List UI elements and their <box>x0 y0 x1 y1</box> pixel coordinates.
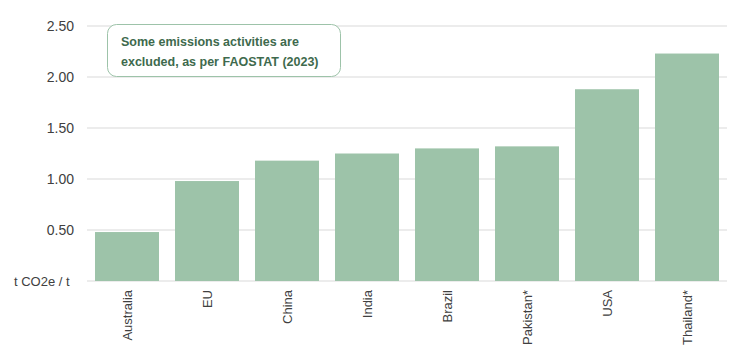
y-axis-line <box>87 26 88 281</box>
chart-svg: 0.50 1.00 1.50 2.00 2.50 Australia EU China Indi… <box>0 0 748 358</box>
bar <box>95 232 159 281</box>
x-tick-label: India <box>360 289 375 318</box>
annotation-text: Some emissions activities are <box>121 35 299 49</box>
bar <box>655 54 719 281</box>
bar <box>495 146 559 281</box>
x-tick-label: EU <box>200 290 215 308</box>
y-tick-label: 1.50 <box>47 120 74 136</box>
y-tick-label: 2.00 <box>47 69 74 85</box>
bar <box>255 161 319 281</box>
bar <box>415 148 479 281</box>
y-tick-label: 1.00 <box>47 171 74 187</box>
x-tick-label: Thailand* <box>680 290 695 345</box>
y-tick-label: 0.50 <box>47 222 74 238</box>
chart-container: 0.50 1.00 1.50 2.00 2.50 Australia EU China Indi… <box>0 0 748 358</box>
bar <box>335 154 399 282</box>
bar <box>175 181 239 281</box>
y-axis-label: t CO2e / t <box>14 274 70 289</box>
bar <box>575 89 639 281</box>
x-tick-label: Brazil <box>440 290 455 323</box>
x-tick-label: Australia <box>120 289 135 340</box>
annotation-text: excluded, as per FAOSTAT (2023) <box>121 55 319 69</box>
x-tick-label: USA <box>600 290 615 317</box>
annotation-box <box>108 25 341 77</box>
bars <box>95 54 719 281</box>
x-tick-label: Pakistan* <box>520 290 535 345</box>
y-tick-label: 2.50 <box>47 18 74 34</box>
x-tick-label: China <box>280 289 295 324</box>
